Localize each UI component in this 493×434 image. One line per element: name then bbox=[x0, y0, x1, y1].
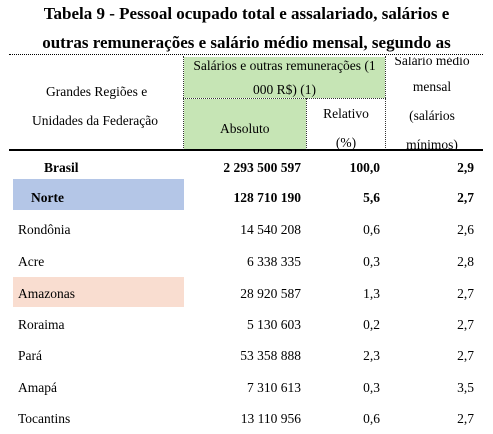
header-salarios-line-1: Salários e outras remunerações (1 bbox=[193, 58, 376, 73]
row-tocantins-absoluto: 13 110 956 bbox=[240, 411, 301, 426]
row-para-relativo: 2,3 bbox=[363, 348, 380, 363]
table-title-line-1: Tabela 9 - Pessoal ocupado total e assal… bbox=[43, 4, 450, 23]
header-medio-line-1: Salário médio bbox=[394, 57, 470, 68]
row-amazonas-name: Amazonas bbox=[18, 286, 75, 301]
header-medio: Salário médio mensal (salários mínimos) bbox=[386, 57, 478, 149]
row-acre-absoluto: 6 338 335 bbox=[247, 254, 301, 269]
header-region-line-2: Unidades da Federação bbox=[32, 113, 158, 128]
row-amapa-medio: 3,5 bbox=[457, 380, 474, 395]
row-norte-name: Norte bbox=[31, 190, 64, 205]
header-medio-line-2: mensal bbox=[412, 79, 452, 94]
header-divider-v2 bbox=[385, 56, 386, 150]
amazonas-highlight bbox=[13, 277, 184, 307]
row-amapa-name: Amapá bbox=[18, 380, 57, 395]
row-amazonas-absoluto: 28 920 587 bbox=[240, 286, 301, 301]
header-region-line-1: Grandes Regiões e bbox=[46, 84, 148, 99]
row-tocantins-relativo: 0,6 bbox=[363, 411, 380, 426]
row-amapa-absoluto: 7 310 613 bbox=[247, 380, 301, 395]
table-title-line-2: outras remunerações e salário médio mens… bbox=[42, 33, 451, 52]
header-relativo-line-1: Relativo bbox=[323, 106, 369, 121]
header-divider-v3 bbox=[306, 98, 307, 150]
header-absoluto-bg bbox=[184, 99, 306, 149]
row-amapa-relativo: 0,3 bbox=[363, 380, 380, 395]
row-norte-absoluto: 128 710 190 bbox=[233, 190, 302, 205]
header-absoluto: Absoluto bbox=[220, 121, 270, 136]
header-relativo-line-2: (%) bbox=[335, 135, 357, 149]
row-brasil-absoluto: 2 293 500 597 bbox=[223, 160, 301, 175]
norte-highlight bbox=[13, 179, 184, 210]
header-salarios-group: Salários e outras remunerações (1 000 R$… bbox=[184, 57, 385, 98]
header-medio-line-3: (salários bbox=[409, 108, 455, 123]
row-brasil-name: Brasil bbox=[44, 160, 79, 175]
row-tocantins-medio: 2,7 bbox=[457, 411, 474, 426]
header-divider-h1 bbox=[183, 98, 386, 99]
row-roraima-absoluto: 5 130 603 bbox=[247, 317, 301, 332]
row-para-name: Pará bbox=[18, 348, 42, 363]
row-rondonia-relativo: 0,6 bbox=[363, 222, 380, 237]
row-norte-medio: 2,7 bbox=[457, 190, 474, 205]
header-medio-line-4: mínimos) bbox=[406, 137, 458, 149]
row-acre-relativo: 0,3 bbox=[363, 254, 380, 269]
row-rondonia-medio: 2,6 bbox=[457, 222, 474, 237]
header-divider-v1 bbox=[183, 56, 184, 150]
title-divider bbox=[9, 54, 483, 55]
row-amazonas-relativo: 1,3 bbox=[363, 286, 380, 301]
row-roraima-relativo: 0,2 bbox=[363, 317, 380, 332]
header-salarios-line-2: 000 R$) (1) bbox=[253, 82, 316, 97]
row-para-medio: 2,7 bbox=[457, 348, 474, 363]
row-roraima-name: Roraima bbox=[18, 317, 65, 332]
row-rondonia-name: Rondônia bbox=[18, 222, 71, 237]
header-relativo: Relativo (%) bbox=[307, 99, 385, 149]
row-norte-relativo: 5,6 bbox=[363, 190, 380, 205]
header-salarios-group-bg bbox=[184, 57, 385, 98]
row-rondonia-absoluto: 14 540 208 bbox=[240, 222, 301, 237]
row-roraima-medio: 2,7 bbox=[457, 317, 474, 332]
row-amazonas-medio: 2,7 bbox=[457, 286, 474, 301]
row-acre-medio: 2,8 bbox=[457, 254, 474, 269]
row-acre-name: Acre bbox=[18, 254, 45, 269]
row-brasil-relativo: 100,0 bbox=[349, 160, 380, 175]
row-tocantins-name: Tocantins bbox=[18, 411, 71, 426]
row-para-absoluto: 53 358 888 bbox=[240, 348, 301, 363]
header-bottom-rule bbox=[9, 149, 483, 151]
row-brasil-medio: 2,9 bbox=[457, 160, 474, 175]
